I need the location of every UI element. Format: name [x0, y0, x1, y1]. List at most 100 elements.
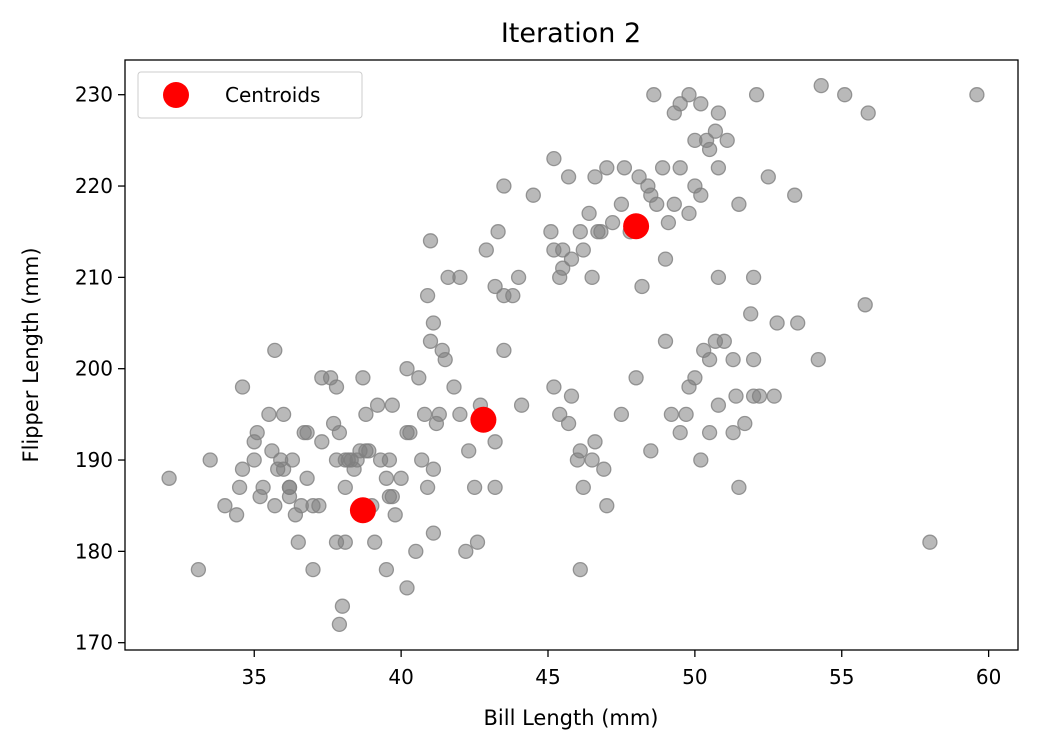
data-point	[399, 361, 415, 377]
data-point	[560, 169, 577, 185]
data-point	[381, 452, 398, 468]
data-point	[231, 479, 248, 496]
data-point	[331, 424, 348, 441]
data-point	[593, 224, 609, 240]
data-point	[628, 370, 644, 386]
data-point	[355, 370, 371, 386]
data-point	[813, 77, 829, 94]
x-axis-ticks: 35 40 45 50 55 60	[242, 650, 1001, 689]
data-point	[361, 443, 377, 459]
data-point	[437, 351, 453, 368]
data-point	[666, 196, 682, 212]
data-point	[587, 169, 603, 185]
data-point	[299, 470, 315, 486]
data-point	[267, 498, 283, 514]
data-point	[290, 534, 306, 550]
data-points	[161, 77, 985, 633]
data-point	[604, 214, 621, 231]
x-tick-label: 55	[829, 665, 854, 689]
data-point	[425, 461, 442, 477]
data-point	[687, 370, 703, 386]
data-point	[572, 561, 588, 578]
data-point	[599, 498, 615, 514]
chart-title: Iteration 2	[501, 18, 641, 49]
data-point	[766, 388, 782, 404]
legend-centroid-marker	[163, 82, 189, 108]
data-point	[672, 160, 688, 176]
data-point	[202, 452, 218, 468]
data-point	[452, 406, 468, 423]
data-point	[490, 224, 506, 240]
legend-centroids-label: Centroids	[225, 83, 320, 107]
data-point	[572, 443, 588, 459]
data-point	[693, 452, 709, 468]
data-point	[563, 251, 580, 267]
data-point	[461, 443, 477, 459]
data-point	[678, 406, 694, 423]
data-point	[510, 269, 527, 286]
data-point	[710, 269, 727, 286]
data-point	[228, 507, 245, 523]
data-point	[261, 406, 277, 423]
data-point	[378, 561, 395, 578]
data-point	[505, 287, 521, 304]
data-point	[552, 406, 568, 423]
data-point	[428, 415, 445, 432]
data-point	[560, 415, 577, 432]
data-point	[399, 424, 415, 441]
data-point	[555, 242, 571, 258]
data-point	[234, 379, 251, 395]
data-point	[419, 479, 436, 496]
data-point	[693, 187, 709, 203]
data-point	[408, 543, 424, 560]
data-point	[613, 406, 630, 423]
data-point	[249, 424, 265, 441]
data-point	[737, 415, 753, 432]
data-point	[305, 561, 321, 578]
data-point	[698, 132, 715, 149]
data-point	[643, 443, 659, 459]
x-tick-label: 35	[242, 665, 267, 689]
data-point	[422, 233, 439, 249]
data-point	[384, 488, 400, 505]
data-point	[584, 452, 600, 468]
data-point	[922, 534, 938, 550]
data-point	[496, 342, 512, 359]
data-point	[161, 470, 177, 486]
data-point	[731, 196, 747, 212]
data-point	[399, 580, 415, 596]
data-point	[284, 452, 301, 468]
x-axis-label: Bill Length (mm)	[484, 706, 659, 730]
data-point	[416, 406, 433, 423]
data-point	[275, 461, 292, 477]
data-point	[190, 561, 207, 578]
data-point	[458, 543, 474, 560]
data-point	[969, 87, 985, 103]
legend: Centroids	[137, 71, 363, 119]
data-point	[425, 315, 442, 331]
data-point	[681, 205, 697, 222]
data-point	[543, 224, 559, 240]
data-point	[275, 406, 292, 423]
centroid-point	[623, 213, 650, 240]
data-point	[384, 397, 400, 413]
data-point	[837, 87, 853, 103]
data-point	[657, 251, 674, 267]
x-tick-label: 50	[682, 665, 707, 689]
data-point	[672, 424, 688, 441]
data-point	[710, 160, 727, 176]
data-point	[581, 205, 597, 222]
data-point	[487, 278, 503, 295]
data-point	[563, 388, 580, 404]
data-point	[387, 507, 403, 523]
data-point	[546, 379, 562, 395]
data-point	[716, 333, 732, 349]
data-point	[217, 498, 233, 514]
data-point	[452, 269, 468, 286]
y-tick-label: 230	[75, 83, 113, 107]
data-point	[496, 178, 512, 194]
data-point	[860, 105, 876, 121]
data-point	[346, 461, 362, 477]
data-point	[466, 479, 483, 496]
data-point	[857, 297, 873, 313]
